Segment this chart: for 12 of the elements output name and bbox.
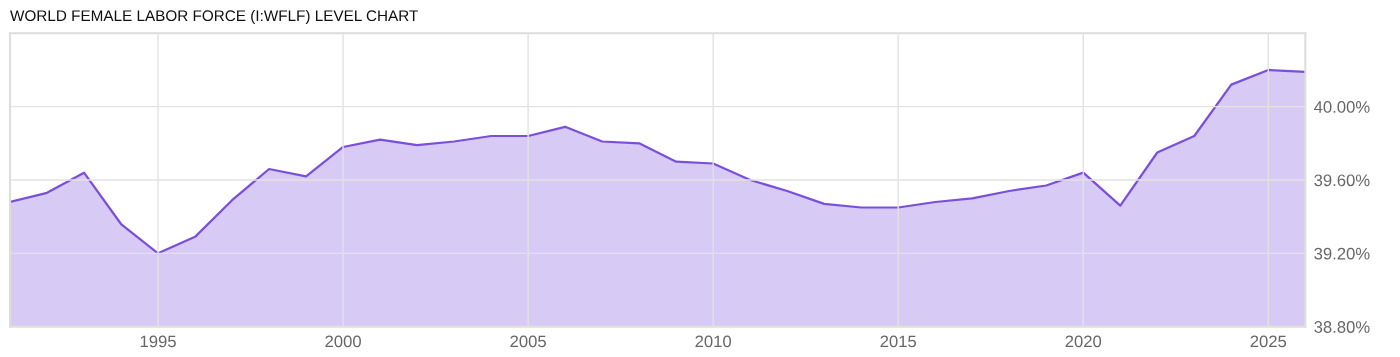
x-tick-label: 2005 bbox=[510, 335, 546, 348]
x-tick-label: 2025 bbox=[1250, 335, 1287, 348]
y-tick-label: 40.00% bbox=[1314, 101, 1370, 113]
x-tick-label: 2010 bbox=[695, 335, 732, 348]
x-tick-label: 2015 bbox=[880, 335, 917, 348]
y-tick-label: 38.80% bbox=[1314, 321, 1370, 333]
x-tick-label: 2020 bbox=[1065, 335, 1102, 348]
y-tick-label: 39.20% bbox=[1314, 247, 1370, 260]
chart-title: WORLD FEMALE LABOR FORCE (I:WFLF) LEVEL CHART bbox=[10, 9, 418, 25]
y-tick-label: 39.60% bbox=[1314, 174, 1370, 187]
x-tick-label: 1995 bbox=[140, 335, 176, 348]
x-tick-label: 2000 bbox=[325, 335, 361, 348]
